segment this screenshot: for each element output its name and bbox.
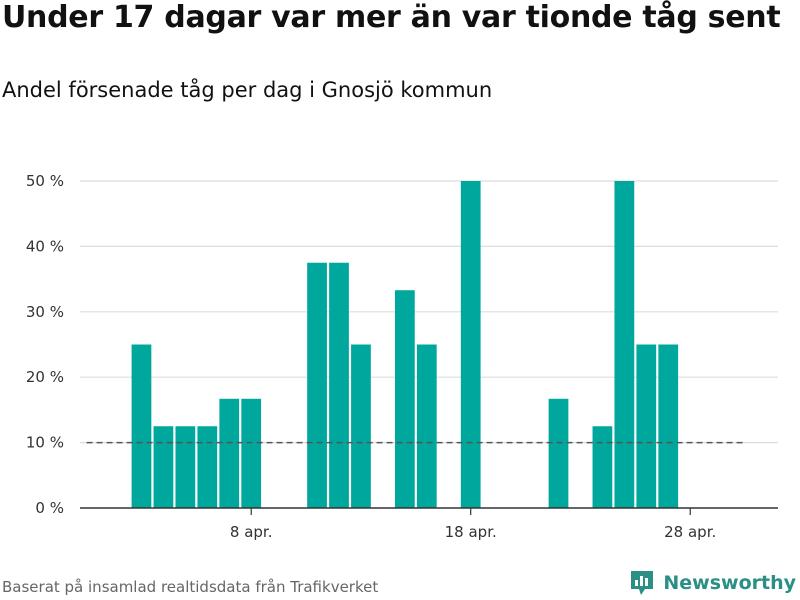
bar <box>460 181 481 508</box>
bar-chart: 8 apr. 18 apr. 28 apr. 0 % 10 % 20 % 30 % 40 %… <box>26 172 778 541</box>
bar <box>175 426 196 508</box>
y-tick-label: 50 % <box>26 172 64 190</box>
y-tick-label: 10 % <box>26 434 64 452</box>
x-tick-label: 28 apr. <box>664 523 716 541</box>
bar <box>658 344 679 508</box>
x-axis-ticks: 8 apr. 18 apr. 28 apr. <box>230 508 716 541</box>
bar <box>153 426 174 508</box>
bar <box>241 398 262 508</box>
bar <box>329 262 349 508</box>
source-note: Baserat på insamlad realtidsdata från Tr… <box>2 578 379 596</box>
bar <box>614 181 635 508</box>
bar <box>636 344 657 508</box>
bar <box>197 426 218 508</box>
y-axis-labels: 0 % 10 % 20 % 30 % 40 % 50 % <box>26 172 64 517</box>
x-tick-label: 8 apr. <box>230 523 273 541</box>
chart-title: Under 17 dagar var mer än var tionde tåg… <box>2 0 781 35</box>
chart-subtitle: Andel försenade tåg per dag i Gnosjö kom… <box>2 78 493 102</box>
newsworthy-logo: Newsworthy <box>629 568 796 598</box>
y-tick-label: 20 % <box>26 368 64 386</box>
bar <box>416 344 437 508</box>
newsworthy-logo-icon <box>631 571 654 595</box>
brand-name: Newsworthy <box>663 572 796 594</box>
bar <box>351 344 371 508</box>
bar <box>592 426 613 508</box>
y-tick-label: 40 % <box>26 237 64 255</box>
y-tick-label: 0 % <box>35 499 64 517</box>
bars <box>131 181 679 508</box>
bar <box>131 344 152 508</box>
bar <box>548 398 569 508</box>
bar <box>394 290 415 508</box>
x-tick-label: 18 apr. <box>445 523 497 541</box>
bar <box>219 398 240 508</box>
bar <box>307 262 327 508</box>
y-tick-label: 30 % <box>26 303 64 321</box>
